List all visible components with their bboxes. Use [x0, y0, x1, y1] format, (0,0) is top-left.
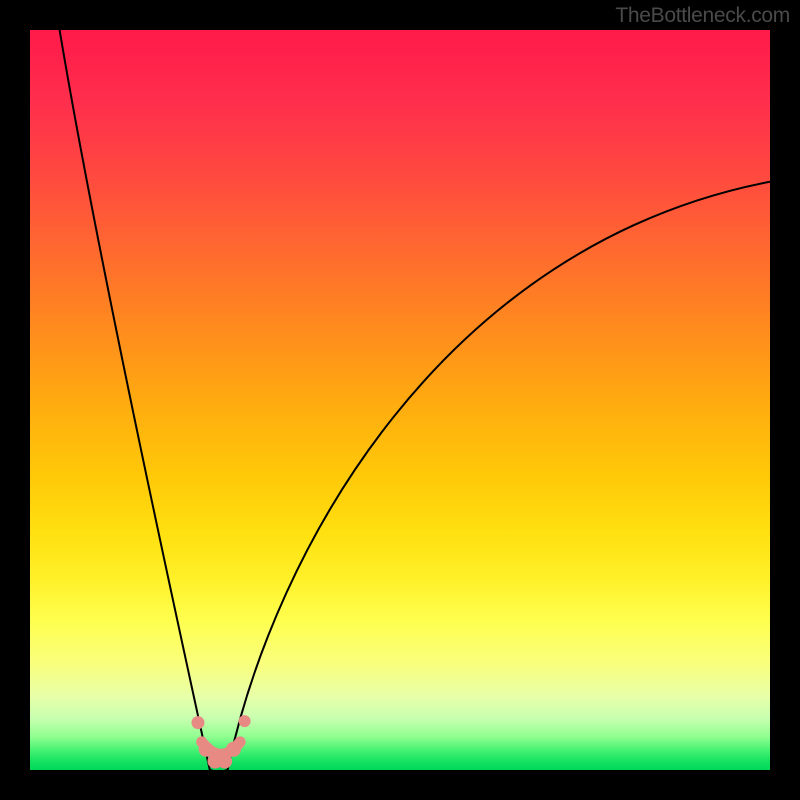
data-marker [217, 754, 232, 769]
plot-area [30, 30, 770, 770]
data-marker [226, 742, 241, 757]
data-marker [191, 716, 204, 729]
bottleneck-curve [60, 30, 770, 770]
data-marker [199, 742, 214, 757]
data-marker [239, 715, 251, 727]
chart-root: { "watermark": { "text": "TheBottleneck.… [0, 0, 800, 800]
curve-layer [30, 30, 770, 770]
watermark-text: TheBottleneck.com [615, 4, 790, 28]
